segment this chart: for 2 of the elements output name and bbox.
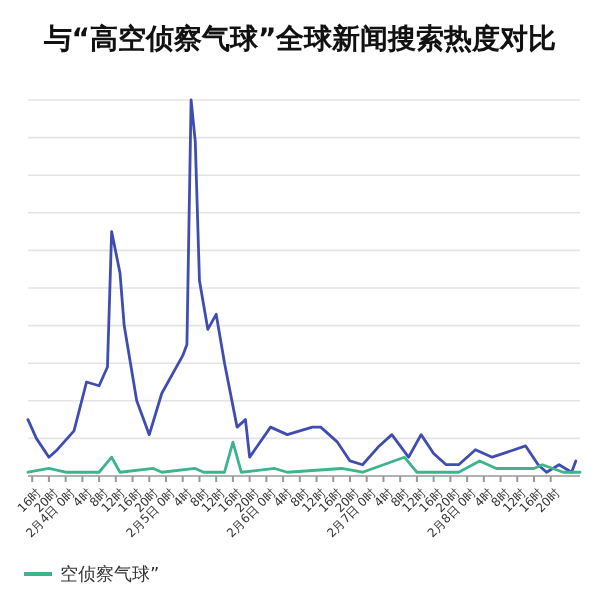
chart-title: 与“高空侦察气球”全球新闻搜索热度对比 xyxy=(41,22,557,56)
legend-label: 空侦察气球” xyxy=(60,564,160,586)
